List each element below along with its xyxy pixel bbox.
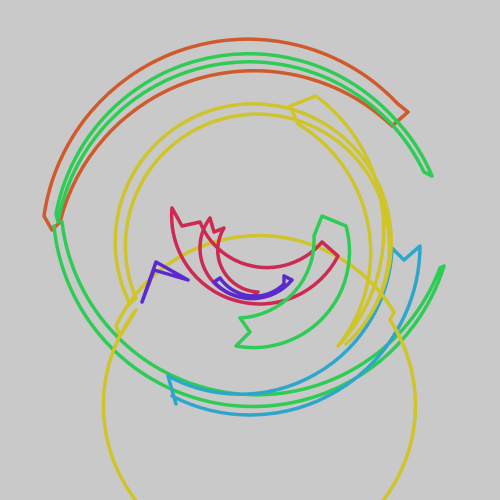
green-arc-center [234, 214, 352, 350]
green-ring-lower [52, 220, 446, 409]
yellow-arc-outer [101, 233, 418, 500]
yellow-arc-inner [113, 102, 393, 346]
crimson-arc [169, 206, 340, 306]
orange-arrow-arc [42, 37, 410, 232]
green-arrow-arc-upper [54, 51, 434, 224]
yellow-arc-right [288, 94, 386, 348]
indigo-arc [212, 274, 294, 301]
indigo-chevron [140, 260, 190, 304]
cyan-arc [166, 244, 422, 417]
